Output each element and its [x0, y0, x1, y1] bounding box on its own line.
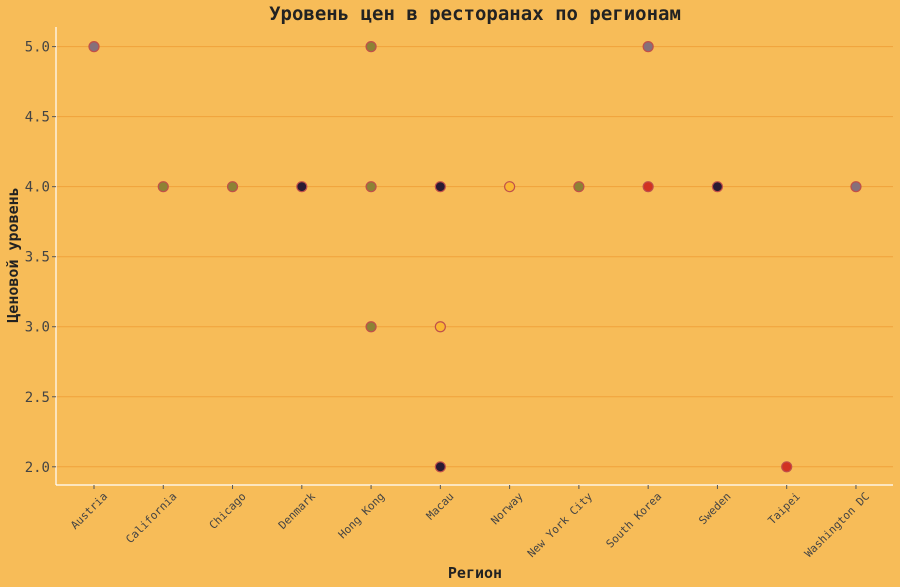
y-tick-label: 4.5: [25, 110, 50, 126]
data-point: [434, 181, 446, 193]
data-point: [781, 461, 793, 473]
data-point: [642, 181, 654, 193]
data-point: [711, 181, 724, 193]
data-point: [365, 181, 377, 193]
y-axis-label: Ценовой уровень: [4, 187, 22, 322]
x-axis-label: Регион: [448, 564, 502, 582]
data-point: [226, 181, 239, 193]
data-point: [296, 181, 308, 193]
data-point: [434, 461, 446, 473]
y-tick-label: 2.5: [25, 390, 50, 406]
data-point: [88, 41, 100, 53]
grid-lines: [56, 46, 893, 468]
data-point: [642, 41, 654, 53]
data-point: [504, 181, 516, 193]
y-axis-ticks: 2.0 2.5 3.0 3.5 4.0 4.5 5.0: [25, 40, 56, 476]
data-point: [573, 181, 585, 193]
y-tick-label: 2.0: [25, 460, 50, 476]
data-point: [434, 321, 446, 333]
y-tick-label: 3.0: [25, 320, 50, 336]
y-tick-label: 3.5: [25, 250, 50, 266]
data-points: [88, 41, 862, 473]
data-point: [157, 181, 169, 193]
y-tick-label: 4.0: [25, 180, 50, 196]
axes: [55, 27, 893, 486]
data-point: [850, 181, 862, 193]
data-point: [365, 321, 377, 333]
y-tick-label: 5.0: [25, 40, 50, 56]
chart-title: Уровень цен в ресторанах по регионам: [269, 3, 681, 25]
data-point: [365, 41, 377, 53]
